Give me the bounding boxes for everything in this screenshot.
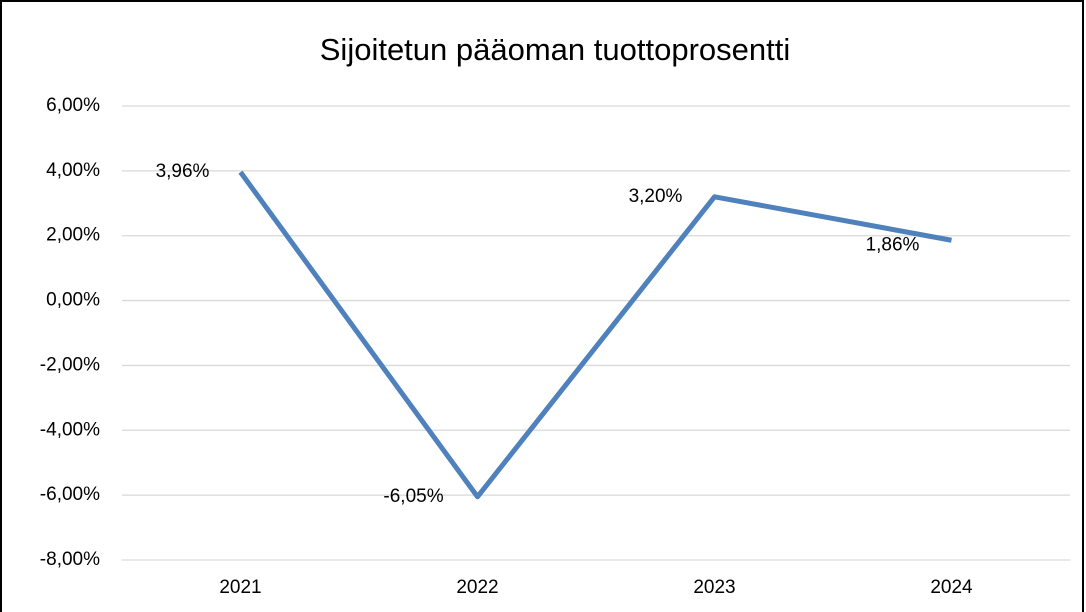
data-label: 1,86% [866, 234, 920, 255]
y-tick-label: -4,00% [40, 419, 100, 440]
y-tick-label: 4,00% [46, 160, 100, 181]
data-label: -6,05% [383, 486, 443, 507]
y-tick-label: -2,00% [40, 354, 100, 375]
data-line [238, 170, 952, 500]
y-tick-label: -6,00% [40, 484, 100, 505]
y-tick-label: 2,00% [46, 225, 100, 246]
x-tick-label: 2024 [930, 577, 973, 598]
x-tick-label: 2021 [219, 577, 261, 598]
y-tick-label: -8,00% [40, 549, 100, 570]
y-tick-label: 6,00% [46, 95, 100, 116]
data-label: 3,20% [629, 186, 683, 207]
chart-title: Sijoitetun pääoman tuottoprosentti [320, 32, 790, 67]
data-label: 3,96% [156, 161, 210, 182]
x-tick-label: 2022 [456, 577, 498, 598]
x-tick-label: 2023 [693, 577, 735, 598]
y-tick-label: 0,00% [46, 290, 100, 311]
